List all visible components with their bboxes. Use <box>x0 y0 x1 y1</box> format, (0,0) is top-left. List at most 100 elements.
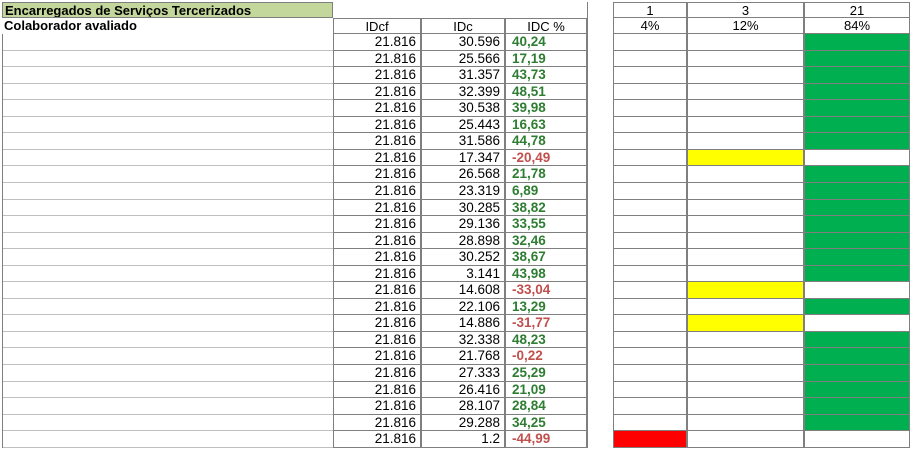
cell-idc-percent[interactable]: 25,29 <box>505 365 587 382</box>
cell-idc-percent[interactable]: 38,82 <box>505 199 587 217</box>
collaborator-name-cell[interactable] <box>2 398 333 415</box>
band-cell-yellow[interactable] <box>687 166 804 183</box>
collaborator-name-cell[interactable] <box>2 216 333 233</box>
cell-idc[interactable]: 32.399 <box>421 83 505 101</box>
band-cell-yellow[interactable] <box>687 381 804 399</box>
collaborator-name-cell[interactable] <box>2 182 333 200</box>
cell-idcf[interactable]: 21.816 <box>333 331 421 349</box>
band-cell-red[interactable] <box>613 100 687 117</box>
band-cell-green[interactable] <box>804 182 910 200</box>
band-cell-green[interactable] <box>804 398 910 415</box>
band-cell-green[interactable] <box>804 365 910 382</box>
cell-idcf[interactable]: 21.816 <box>333 381 421 399</box>
band-cell-yellow[interactable] <box>687 414 804 432</box>
cell-idcf[interactable]: 21.816 <box>333 100 421 117</box>
band-cell-red[interactable] <box>613 149 687 167</box>
band-cell-green[interactable] <box>804 265 910 283</box>
band-cell-yellow[interactable] <box>687 431 804 448</box>
cell-idc-percent[interactable]: -0,22 <box>505 348 587 366</box>
cell-idc[interactable]: 30.252 <box>421 249 505 266</box>
collaborator-name-cell[interactable] <box>2 414 333 432</box>
cell-idc[interactable]: 25.566 <box>421 50 505 68</box>
cell-idcf[interactable]: 21.816 <box>333 166 421 183</box>
collaborator-name-cell[interactable] <box>2 249 333 266</box>
collaborator-name-cell[interactable] <box>2 100 333 117</box>
cell-idc[interactable]: 27.333 <box>421 365 505 382</box>
cell-idc[interactable]: 31.357 <box>421 67 505 84</box>
cell-idc[interactable]: 30.538 <box>421 100 505 117</box>
cell-idc-percent[interactable]: 28,84 <box>505 398 587 415</box>
cell-idcf[interactable]: 21.816 <box>333 83 421 101</box>
cell-idc[interactable]: 26.568 <box>421 166 505 183</box>
cell-idc-percent[interactable]: 48,51 <box>505 83 587 101</box>
cell-idc-percent[interactable]: 34,25 <box>505 414 587 432</box>
band-cell-green[interactable] <box>804 133 910 150</box>
cell-idcf[interactable]: 21.816 <box>333 116 421 134</box>
cell-idc-percent[interactable]: -31,77 <box>505 315 587 332</box>
band-cell-yellow[interactable] <box>687 216 804 233</box>
cell-idc-percent[interactable]: 32,46 <box>505 232 587 250</box>
band-cell-yellow[interactable] <box>687 67 804 84</box>
cell-idc[interactable]: 1.2 <box>421 431 505 448</box>
band-cell-red[interactable] <box>613 331 687 349</box>
band-cell-green[interactable] <box>804 331 910 349</box>
cell-idcf[interactable]: 21.816 <box>333 298 421 316</box>
cell-idcf[interactable]: 21.816 <box>333 182 421 200</box>
cell-idc-percent[interactable]: -33,04 <box>505 282 587 299</box>
cell-idcf[interactable]: 21.816 <box>333 216 421 233</box>
cell-idc-percent[interactable]: 21,78 <box>505 166 587 183</box>
band-cell-green[interactable] <box>804 67 910 84</box>
cell-idc-percent[interactable]: 21,09 <box>505 381 587 399</box>
band-cell-red[interactable] <box>613 199 687 217</box>
cell-idcf[interactable]: 21.816 <box>333 265 421 283</box>
band-cell-green[interactable] <box>804 116 910 134</box>
collaborator-name-cell[interactable] <box>2 265 333 283</box>
cell-idc[interactable]: 23.319 <box>421 182 505 200</box>
cell-idcf[interactable]: 21.816 <box>333 67 421 84</box>
band-cell-yellow[interactable] <box>687 282 804 299</box>
cell-idc-percent[interactable]: 43,98 <box>505 265 587 283</box>
cell-idc[interactable]: 26.416 <box>421 381 505 399</box>
collaborator-name-cell[interactable] <box>2 199 333 217</box>
cell-idcf[interactable]: 21.816 <box>333 315 421 332</box>
collaborator-name-cell[interactable] <box>2 166 333 183</box>
cell-idc-percent[interactable]: 17,19 <box>505 50 587 68</box>
band-cell-red[interactable] <box>613 431 687 448</box>
band-cell-yellow[interactable] <box>687 83 804 101</box>
cell-idc[interactable]: 31.586 <box>421 133 505 150</box>
collaborator-name-cell[interactable] <box>2 431 333 448</box>
band-cell-red[interactable] <box>613 83 687 101</box>
cell-idcf[interactable]: 21.816 <box>333 34 421 51</box>
cell-idc-percent[interactable]: 48,23 <box>505 331 587 349</box>
band-cell-green[interactable] <box>804 83 910 101</box>
band-cell-red[interactable] <box>613 348 687 366</box>
collaborator-name-cell[interactable] <box>2 133 333 150</box>
band-cell-yellow[interactable] <box>687 34 804 51</box>
band-cell-red[interactable] <box>613 414 687 432</box>
cell-idc[interactable]: 32.338 <box>421 331 505 349</box>
cell-idcf[interactable]: 21.816 <box>333 365 421 382</box>
bucket-count-yellow[interactable]: 3 <box>687 2 804 18</box>
collaborator-name-cell[interactable] <box>2 282 333 299</box>
band-cell-green[interactable] <box>804 315 910 332</box>
collaborator-name-cell[interactable] <box>2 315 333 332</box>
band-cell-yellow[interactable] <box>687 249 804 266</box>
cell-idc-percent[interactable]: 43,73 <box>505 67 587 84</box>
band-cell-green[interactable] <box>804 298 910 316</box>
cell-idc[interactable]: 25.443 <box>421 116 505 134</box>
band-cell-yellow[interactable] <box>687 232 804 250</box>
cell-idc-percent[interactable]: -44,99 <box>505 431 587 448</box>
collaborator-name-cell[interactable] <box>2 67 333 84</box>
band-cell-yellow[interactable] <box>687 149 804 167</box>
collaborator-name-cell[interactable] <box>2 149 333 167</box>
sheet-title[interactable]: Encarregados de Serviços Tercerizados <box>2 2 333 18</box>
bucket-percent-green[interactable]: 84% <box>804 18 910 34</box>
cell-idcf[interactable]: 21.816 <box>333 414 421 432</box>
cell-idc-percent[interactable]: 33,55 <box>505 216 587 233</box>
collaborator-name-cell[interactable] <box>2 381 333 399</box>
band-cell-yellow[interactable] <box>687 298 804 316</box>
band-cell-red[interactable] <box>613 166 687 183</box>
band-cell-yellow[interactable] <box>687 133 804 150</box>
cell-idcf[interactable]: 21.816 <box>333 348 421 366</box>
band-cell-red[interactable] <box>613 67 687 84</box>
